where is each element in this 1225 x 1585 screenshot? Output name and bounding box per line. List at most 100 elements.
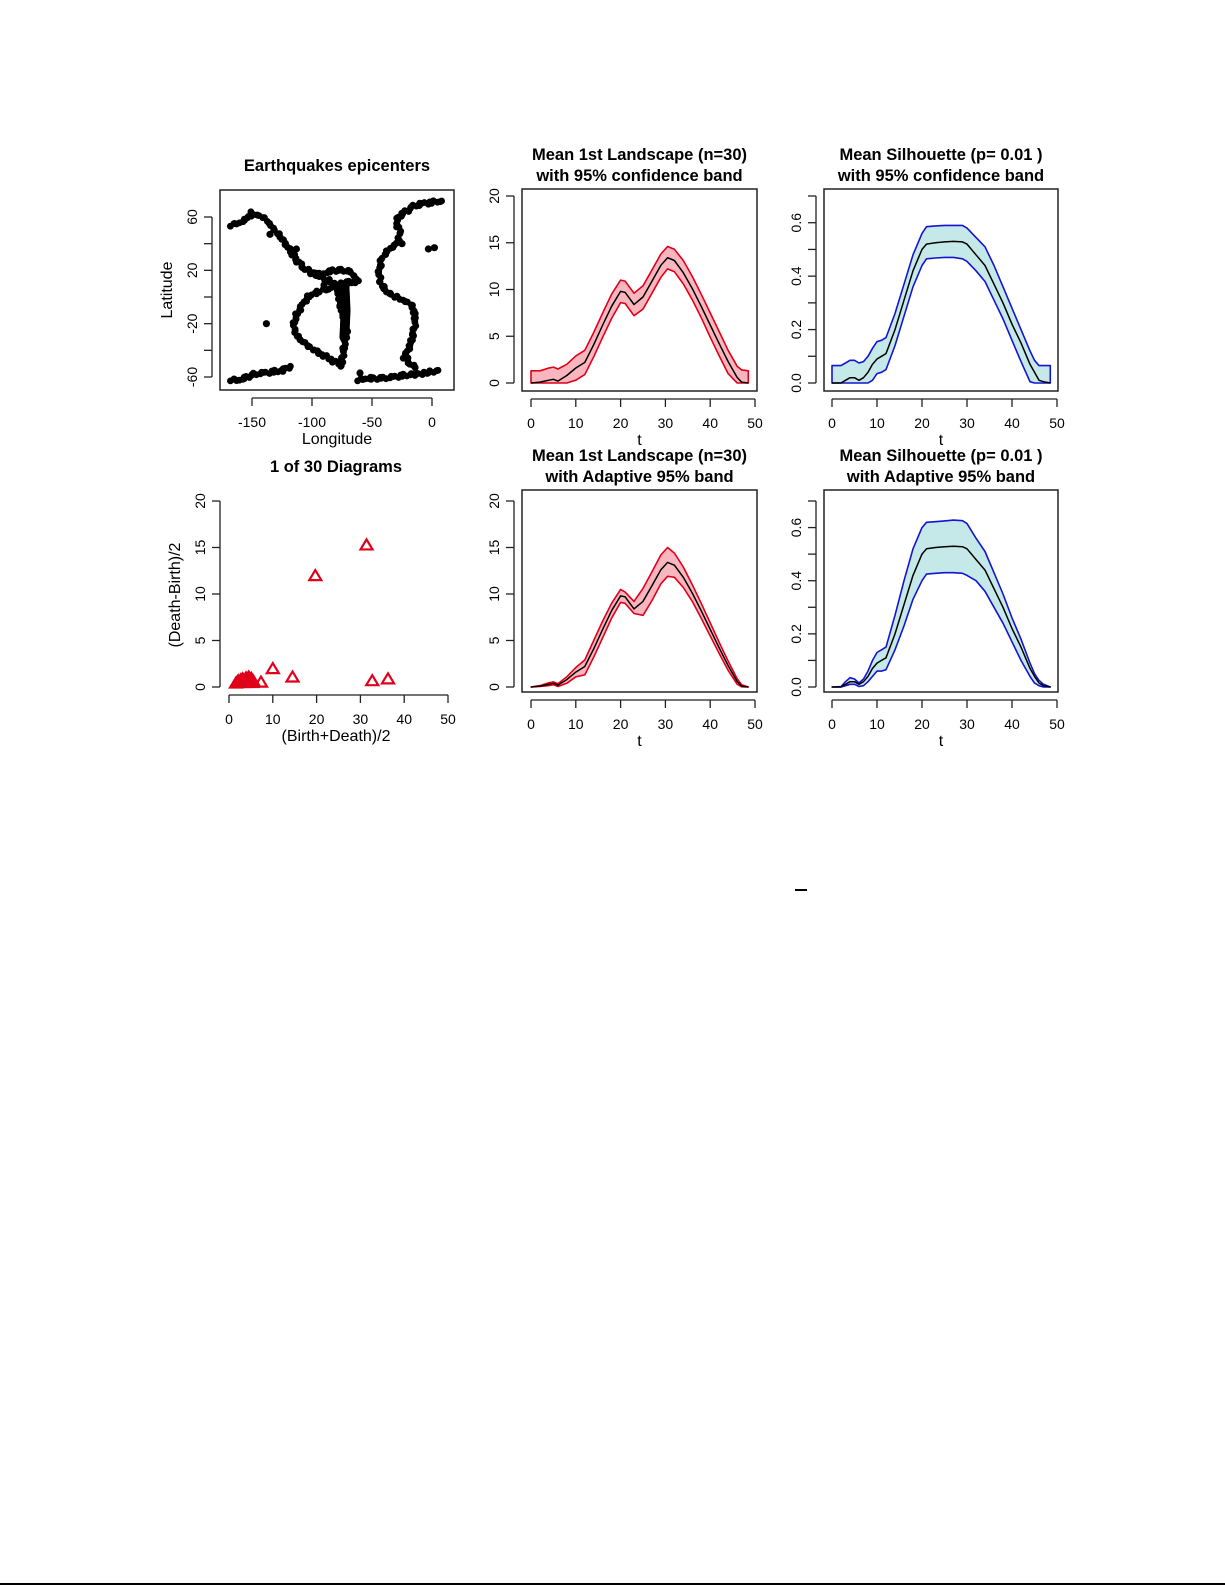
figure-panel-grid: -150 -100 -50 0 -60 -20 20 60 Earthquakes epicen… <box>0 0 1225 760</box>
x-tick-label: 10 <box>869 415 885 431</box>
x-tick-label: 40 <box>702 415 718 431</box>
y-tick-label: 15 <box>486 540 502 556</box>
x-tick-label: 30 <box>658 415 674 431</box>
y-tick-label: 0.4 <box>788 571 804 591</box>
x-tick-label: 0 <box>527 716 535 732</box>
y-tick-label: 10 <box>486 282 502 298</box>
y-tick-label: 20 <box>486 493 502 509</box>
x-tick-label: 30 <box>959 415 975 431</box>
y-tick-label: 0.0 <box>788 677 804 697</box>
chart-earthquake-epicenters: -150 -100 -50 0 -60 -20 20 60 Earthquakes epicen… <box>159 157 455 448</box>
x-axis-label: Longitude <box>302 431 372 448</box>
x-tick-label: 50 <box>1049 716 1065 732</box>
x-tick-label: 20 <box>914 415 930 431</box>
x-tick-label: 10 <box>568 716 584 732</box>
chart-title: Mean Silhouette (p= 0.01 ) <box>839 146 1042 164</box>
x-tick-label: 30 <box>658 716 674 732</box>
x-axis-label: t <box>939 733 944 750</box>
x-tick-label: -50 <box>362 414 382 430</box>
y-tick-label: 0.2 <box>788 624 804 644</box>
plot-frame <box>823 188 1059 392</box>
x-tick-label: -150 <box>238 414 266 430</box>
chart-title: Earthquakes epicenters <box>244 157 430 175</box>
x-tick-label: 50 <box>747 716 763 732</box>
y-tick-label: 5 <box>486 636 502 644</box>
y-tick-label: 0 <box>192 683 208 691</box>
chart-mean-landscape-adaptive-band: 0 10 20 30 40 50 0 5 10 15 20 Mean 1st Landscape (n… <box>486 447 763 750</box>
chart-title: with 95% confidence band <box>837 167 1044 185</box>
y-tick-label: 10 <box>486 586 502 602</box>
mean-line <box>832 545 1051 688</box>
x-axis-label: t <box>637 733 642 750</box>
confidence-band <box>831 519 1052 688</box>
x-tick-label: 40 <box>396 711 412 727</box>
x-tick-label: 0 <box>428 414 436 430</box>
y-tick-label: 15 <box>486 235 502 251</box>
y-tick-label: 0 <box>486 379 502 387</box>
y-axis-label: (Death-Birth)/2 <box>167 542 184 647</box>
x-tick-label: 30 <box>353 711 369 727</box>
y-tick-label: 0.6 <box>788 518 804 538</box>
confidence-band <box>530 546 750 688</box>
chart-title: Mean 1st Landscape (n=30) <box>532 146 747 164</box>
y-tick-label: 5 <box>192 636 208 644</box>
x-tick-label: 50 <box>1049 415 1065 431</box>
chart-title: with 95% confidence band <box>535 167 742 185</box>
chart-mean-silhouette-adaptive-band: 0 10 20 30 40 50 0.0 0.2 0.4 0.6 Mean Silhouette (… <box>788 447 1065 750</box>
plot-frame <box>823 489 1059 693</box>
confidence-band <box>831 224 1052 384</box>
x-tick-label: 20 <box>309 711 325 727</box>
y-tick-label: 20 <box>192 493 208 509</box>
chart-mean-silhouette-confidence-band: 0 10 20 30 40 50 0.0 0.2 0.4 0.6 Mean Silhouette (… <box>788 146 1065 449</box>
x-tick-label: 30 <box>959 716 975 732</box>
y-tick-label: 0.4 <box>788 266 804 286</box>
chart-title: 1 of 30 Diagrams <box>270 458 402 476</box>
x-axis-label: (Birth+Death)/2 <box>282 728 391 745</box>
chart-mean-landscape-confidence-band: 0 10 20 30 40 50 0 5 10 15 20 Mean 1st Landscape (n… <box>486 146 763 449</box>
y-tick-label: 0.2 <box>788 320 804 340</box>
x-tick-label: 0 <box>225 711 233 727</box>
y-tick-label: -60 <box>184 367 200 387</box>
stray-dash-mark <box>795 889 807 891</box>
plot-frame <box>219 189 455 391</box>
x-tick-label: 20 <box>914 716 930 732</box>
chart-title: with Adaptive 95% band <box>544 468 733 486</box>
x-tick-label: 50 <box>747 415 763 431</box>
y-tick-label: 10 <box>192 586 208 602</box>
x-tick-label: 40 <box>1004 716 1020 732</box>
chart-title: with Adaptive 95% band <box>846 468 1035 486</box>
x-tick-label: 40 <box>702 716 718 732</box>
y-axis-label: Latitude <box>159 261 176 318</box>
x-tick-label: 10 <box>568 415 584 431</box>
y-tick-label: -20 <box>184 313 200 333</box>
y-tick-label: 60 <box>184 209 200 225</box>
chart-title: Mean Silhouette (p= 0.01 ) <box>839 447 1042 465</box>
confidence-band <box>530 245 750 384</box>
x-tick-label: 0 <box>828 716 836 732</box>
figure-svg: -150 -100 -50 0 -60 -20 20 60 Earthquakes epicen… <box>159 146 1065 750</box>
plot-frame <box>521 489 758 693</box>
chart-title: Mean 1st Landscape (n=30) <box>532 447 747 465</box>
y-tick-label: 15 <box>192 540 208 556</box>
x-tick-label: 0 <box>828 415 836 431</box>
plot-frame <box>521 188 758 392</box>
y-tick-label: 5 <box>486 332 502 340</box>
x-tick-label: 20 <box>613 415 629 431</box>
x-tick-label: 10 <box>869 716 885 732</box>
x-tick-label: 20 <box>613 716 629 732</box>
mean-line <box>530 256 749 384</box>
diagram-points <box>228 537 396 689</box>
mean-line <box>530 561 749 688</box>
x-tick-label: 0 <box>527 415 535 431</box>
chart-persistence-diagram: 0 10 20 30 40 50 0 5 10 15 20 1 of 30 Diagrams (Birt… <box>167 458 456 745</box>
x-axis-label: t <box>939 432 944 449</box>
x-tick-label: 40 <box>1004 415 1020 431</box>
epicenter-points <box>227 197 445 385</box>
page-bottom-rule <box>0 1583 1225 1585</box>
y-tick-label: 0.0 <box>788 373 804 393</box>
y-tick-label: 0 <box>486 683 502 691</box>
y-tick-label: 20 <box>184 262 200 278</box>
y-tick-label: 0.6 <box>788 213 804 233</box>
x-tick-label: 50 <box>440 711 456 727</box>
x-tick-label: -100 <box>298 414 326 430</box>
